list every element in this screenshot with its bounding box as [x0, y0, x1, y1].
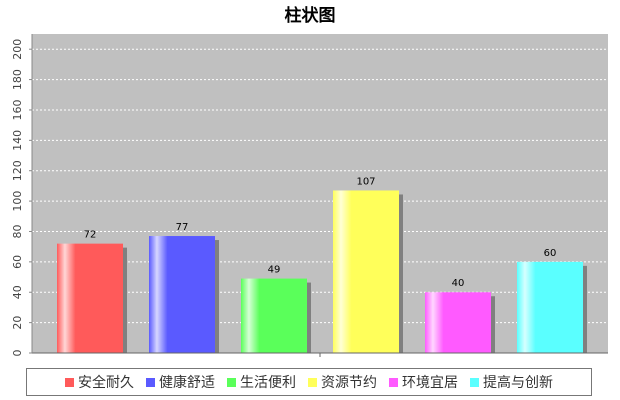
bar — [57, 243, 123, 353]
bar-value-label: 49 — [268, 265, 281, 276]
bar — [425, 292, 491, 353]
grid-lines — [32, 48, 608, 324]
bar — [333, 190, 399, 353]
y-tick-label: 140 — [11, 130, 24, 151]
legend-swatch — [146, 377, 155, 387]
y-tick-label: 100 — [11, 191, 24, 212]
y-tick-label: 60 — [11, 255, 24, 269]
y-tick-label: 40 — [11, 285, 24, 299]
legend-item: 环境宜居 — [389, 372, 458, 392]
legend-label: 生活便利 — [240, 375, 296, 391]
legend-item: 安全耐久 — [65, 372, 134, 392]
bar — [517, 261, 583, 353]
legend-label: 提高与创新 — [483, 375, 553, 391]
bar-value-label: 72 — [84, 230, 97, 241]
legend: 安全耐久 健康舒适 生活便利 资源节约 环境宜居 提高与创新 — [26, 368, 592, 396]
legend-item: 资源节约 — [308, 372, 377, 392]
bar-value-label: 60 — [544, 248, 557, 259]
value-labels: 72 77 49 107 40 60 — [84, 176, 557, 289]
y-tick-label: 160 — [11, 99, 24, 120]
y-tick-label: 0 — [11, 350, 24, 357]
bar — [149, 236, 215, 353]
chart-title: 柱状图 — [285, 5, 336, 26]
bar-value-label: 77 — [176, 222, 189, 233]
y-tick-label: 20 — [11, 316, 24, 330]
legend-label: 资源节约 — [321, 375, 377, 391]
legend-item: 提高与创新 — [470, 372, 553, 392]
legend-swatch — [470, 377, 479, 387]
bars — [57, 190, 587, 357]
legend-item: 健康舒适 — [146, 372, 215, 392]
bar-value-label: 40 — [452, 278, 465, 289]
legend-label: 安全耐久 — [78, 375, 134, 391]
bar-value-label: 107 — [356, 176, 375, 187]
y-tick-label: 80 — [11, 224, 24, 238]
bar — [241, 278, 307, 353]
legend-swatch — [389, 377, 398, 387]
plot-area — [32, 34, 608, 353]
y-axis-ticks: 0 20 40 60 80 100 120 140 160 180 200 — [11, 39, 32, 357]
legend-swatch — [65, 377, 74, 387]
legend-swatch — [227, 377, 236, 387]
y-tick-label: 200 — [11, 39, 24, 60]
y-tick-label: 120 — [11, 160, 24, 181]
legend-swatch — [308, 377, 317, 387]
legend-label: 环境宜居 — [402, 375, 458, 391]
legend-label: 健康舒适 — [159, 375, 215, 391]
legend-item: 生活便利 — [227, 372, 296, 392]
y-tick-label: 180 — [11, 69, 24, 90]
